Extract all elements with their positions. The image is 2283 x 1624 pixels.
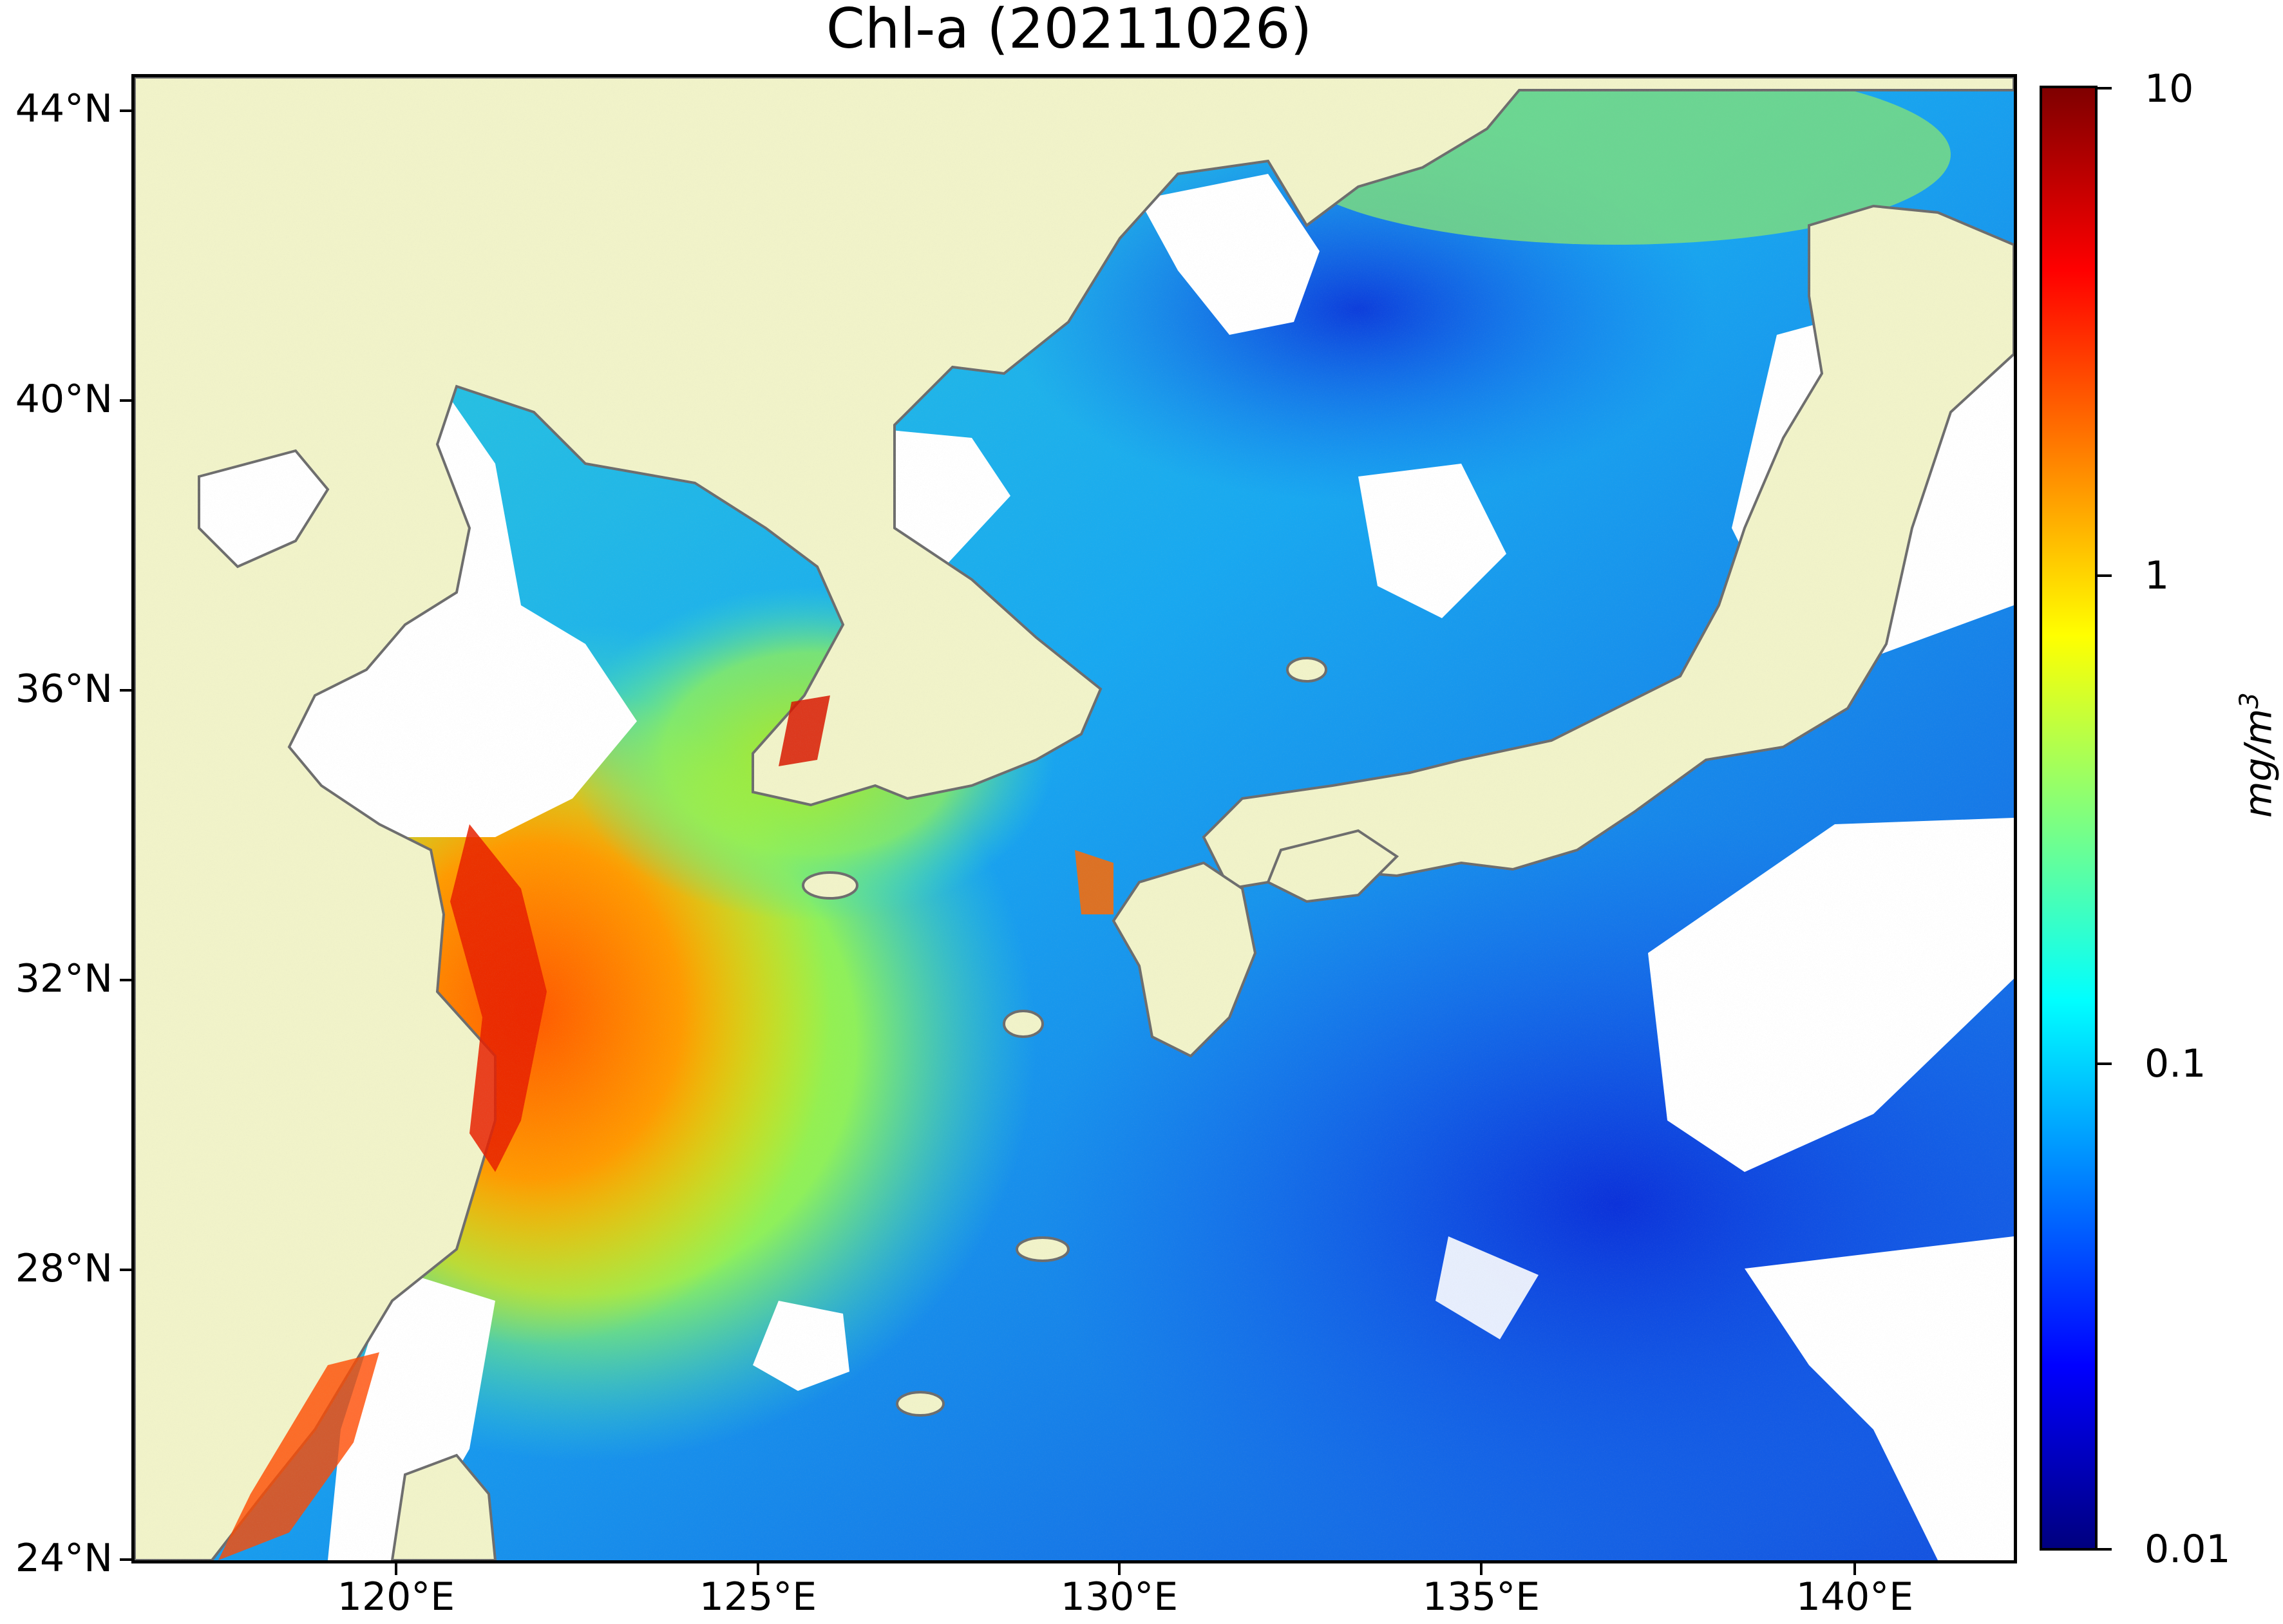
lat-tick-mark bbox=[120, 979, 131, 981]
lon-tick-mark bbox=[395, 1563, 397, 1575]
lon-tick-125: 125°E bbox=[699, 1574, 817, 1619]
lon-tick-120: 120°E bbox=[337, 1574, 455, 1619]
lon-tick-mark bbox=[757, 1563, 759, 1575]
chlorophyll-map bbox=[135, 77, 2014, 1560]
map-title: Chl-a (20211026) bbox=[826, 0, 1312, 61]
lon-tick-130: 130°E bbox=[1060, 1574, 1179, 1619]
lat-tick-44: 44°N bbox=[15, 86, 113, 131]
colorbar-unit-label: mg/m3 bbox=[2235, 692, 2280, 818]
colorbar bbox=[2040, 86, 2098, 1551]
colorbar-label-10: 10 bbox=[2145, 66, 2194, 111]
lat-tick-36: 36°N bbox=[15, 666, 113, 712]
lon-tick-mark bbox=[1853, 1563, 1856, 1575]
lon-tick-mark bbox=[1118, 1563, 1121, 1575]
lat-tick-28: 28°N bbox=[15, 1246, 113, 1291]
lat-tick-mark bbox=[120, 1269, 131, 1271]
lat-tick-mark bbox=[120, 399, 131, 402]
colorbar-label-1: 1 bbox=[2145, 553, 2170, 598]
colorbar-tick-mark bbox=[2098, 1062, 2112, 1065]
lat-tick-mark bbox=[120, 689, 131, 692]
lat-tick-40: 40°N bbox=[15, 377, 113, 422]
colorbar-label-0-1: 0.1 bbox=[2145, 1041, 2206, 1086]
map-frame bbox=[131, 74, 2017, 1563]
colorbar-label-0-01: 0.01 bbox=[2145, 1527, 2231, 1572]
colorbar-tick-mark bbox=[2098, 574, 2112, 577]
lat-tick-32: 32°N bbox=[15, 956, 113, 1001]
colorbar-tick-mark bbox=[2098, 1548, 2112, 1551]
lon-tick-140: 140°E bbox=[1795, 1574, 1914, 1619]
colorbar-tick-mark bbox=[2098, 87, 2112, 90]
lon-tick-135: 135°E bbox=[1422, 1574, 1540, 1619]
lat-tick-mark bbox=[120, 1558, 131, 1561]
lat-tick-mark bbox=[120, 109, 131, 112]
lon-tick-mark bbox=[1480, 1563, 1483, 1575]
lat-tick-24: 24°N bbox=[15, 1536, 113, 1581]
